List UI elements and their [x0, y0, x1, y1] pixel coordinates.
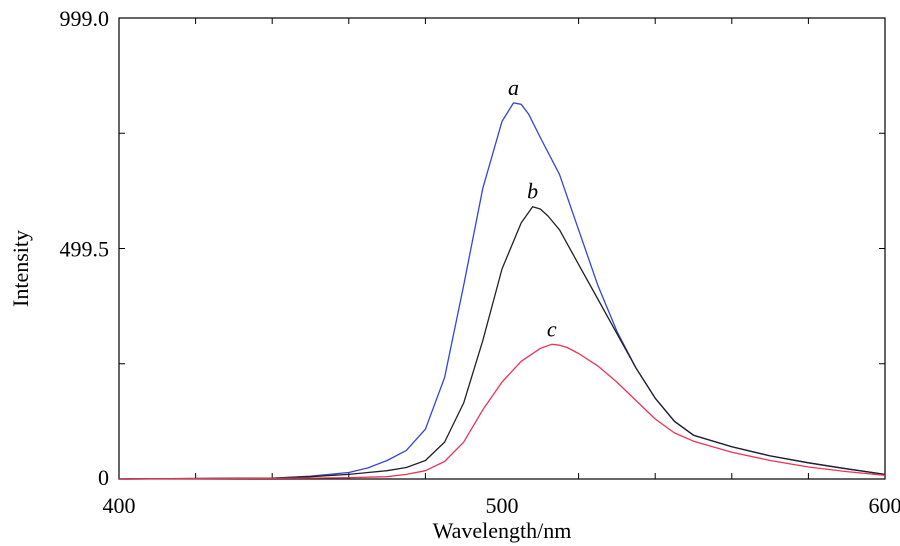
- series-label-a: a: [508, 75, 519, 100]
- series-line-b: [118, 206, 886, 480]
- y-tick-label: 0: [98, 465, 109, 490]
- y-tick-label: 499.5: [60, 237, 110, 262]
- x-tick-label: 600: [869, 493, 900, 518]
- tick-marks: [119, 18, 885, 479]
- x-tick-label: 400: [103, 493, 136, 518]
- x-axis-label: Wavelength/nm: [433, 518, 572, 543]
- plot-frame: [118, 17, 886, 480]
- series-lines: [118, 102, 886, 480]
- series-line-a: [118, 102, 886, 480]
- y-axis-label: Intensity: [8, 230, 33, 307]
- series-line-c: [118, 343, 886, 480]
- series-label-b: b: [527, 179, 538, 204]
- x-tick-label: 500: [486, 493, 519, 518]
- series-label-c: c: [547, 316, 557, 341]
- chart-text: 400 500 600 0 499.5 999.0 Wavelength/nm Intensi…: [8, 6, 900, 543]
- y-tick-label: 999.0: [60, 6, 110, 31]
